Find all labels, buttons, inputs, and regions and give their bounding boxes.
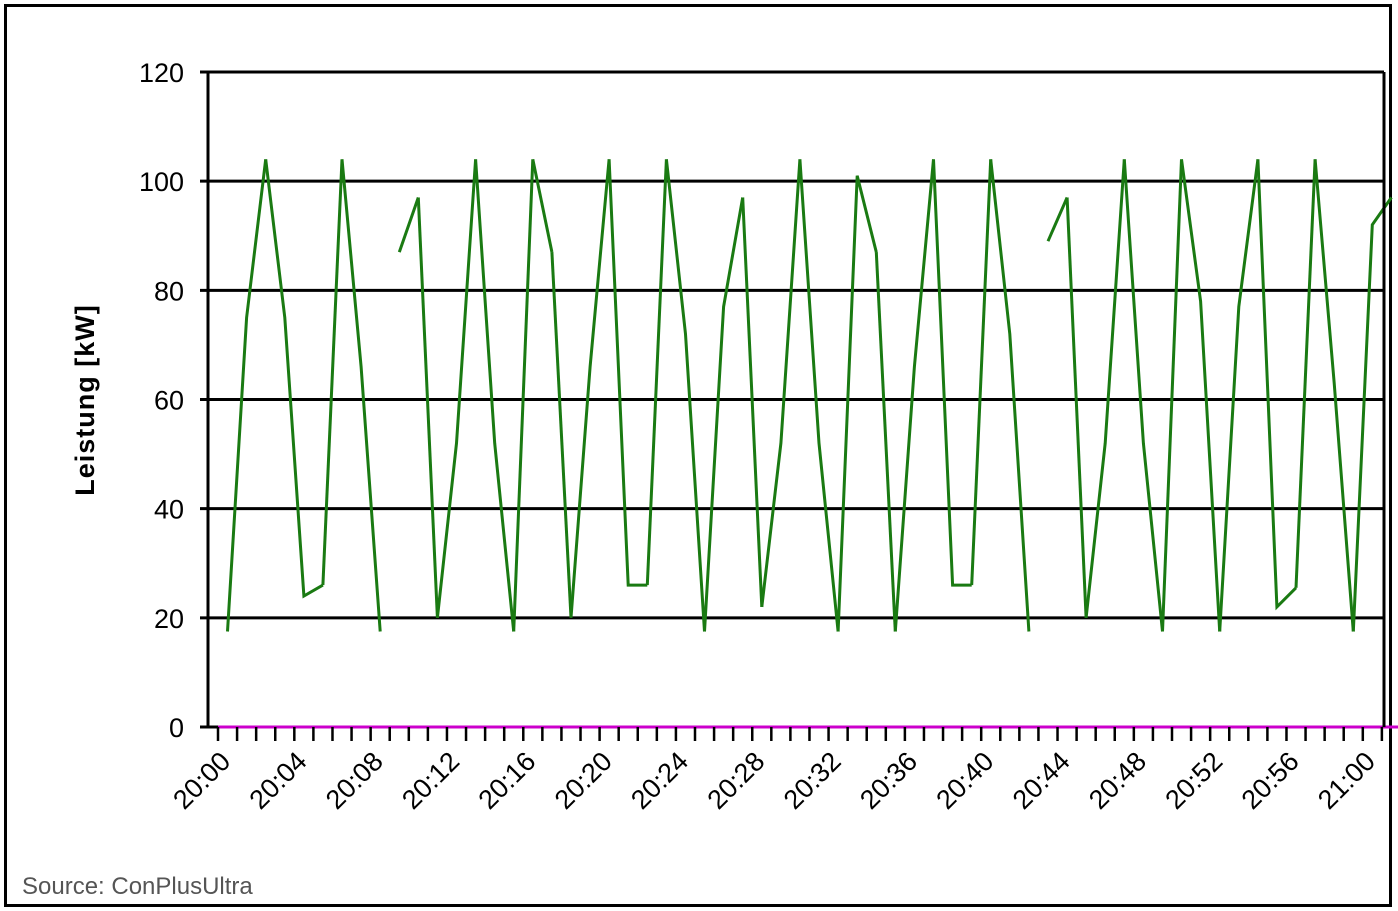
series-0-segment-3: [340, 159, 382, 632]
series-0-segment-31: [1218, 159, 1260, 632]
y-tick-label-120: 120: [139, 58, 184, 88]
series-0-segment-22: [932, 159, 972, 587]
x-tick-label-20:00: 20:00: [167, 746, 236, 815]
series-0-segment-4: [397, 197, 420, 253]
x-tick-label-20:36: 20:36: [854, 746, 923, 815]
x-tick-label-20:44: 20:44: [1007, 746, 1076, 815]
y-tick-labels: 0 20 40 60 80 100 120: [139, 58, 184, 743]
series-0-segment-13: [645, 159, 668, 586]
series-0-segment-26: [1065, 197, 1088, 618]
series-0-segment-23: [970, 159, 993, 586]
series-0-segment-20: [874, 252, 897, 632]
x-tick-label-20:12: 20:12: [396, 746, 465, 815]
x-tick-label-20:08: 20:08: [320, 746, 389, 815]
series-0-segment-14: [664, 159, 706, 632]
x-tick-label-20:20: 20:20: [549, 746, 618, 815]
y-axis-label: Leistung [kW]: [70, 304, 100, 495]
x-tick-label-20:28: 20:28: [701, 746, 770, 815]
series-0-segment-27: [1084, 159, 1126, 618]
series-0-segment-16: [741, 197, 764, 607]
series-0-segment-17: [760, 159, 802, 608]
series-0-segment-24: [989, 159, 1031, 632]
y-tick-label-80: 80: [154, 276, 184, 306]
x-tick-label-20:32: 20:32: [778, 746, 847, 815]
series-0-segment-18: [798, 159, 840, 632]
y-tick-label-100: 100: [139, 167, 184, 197]
series-0-segment-28: [1122, 159, 1164, 632]
series-0-segment-12: [607, 159, 648, 587]
series-lines: [218, 158, 1398, 729]
series-0-segment-25: [1046, 196, 1069, 242]
series-0-segment-19: [836, 175, 878, 632]
series-0-segment-11: [569, 159, 611, 618]
x-tick-label-20:48: 20:48: [1083, 746, 1152, 815]
axes: [206, 72, 1386, 741]
series-0-segment-2: [321, 159, 344, 586]
series-0-segment-6: [435, 159, 478, 618]
series-0-segment-9: [531, 158, 554, 253]
series-0-segment-32: [1256, 159, 1298, 611]
x-tick-label-20:04: 20:04: [244, 746, 313, 815]
series-0-segment-8: [512, 159, 535, 632]
series-0-segment-29: [1161, 159, 1183, 632]
x-tick-label-20:56: 20:56: [1236, 746, 1305, 815]
series-0-segment-10: [550, 252, 573, 618]
x-tick-label-21:00: 21:00: [1312, 746, 1381, 815]
series-0-segment-34: [1313, 159, 1355, 632]
series-0-segment-21: [893, 159, 935, 632]
series-0-segment-35: [1351, 196, 1393, 632]
source-note: Source: ConPlusUltra: [22, 873, 253, 900]
y-tick-label-20: 20: [154, 604, 184, 634]
x-tick-labels: 20:00 20:04 20:08 20:12 20:16 20:20 20:24 20:28…: [167, 746, 1381, 815]
x-tick-label-20:40: 20:40: [930, 746, 999, 815]
x-tick-label-20:52: 20:52: [1159, 746, 1228, 815]
series-0-segment-1: [264, 159, 324, 599]
y-tick-label-40: 40: [154, 495, 184, 525]
series-0-segment-5: [416, 197, 439, 618]
series-0-segment-30: [1180, 159, 1222, 632]
x-tick-label-20:24: 20:24: [625, 746, 694, 815]
chart-frame: [4, 4, 1392, 907]
y-tick-label-60: 60: [154, 386, 184, 416]
x-tick-label-20:16: 20:16: [473, 746, 542, 815]
series-0-segment-7: [474, 159, 516, 632]
series-0-segment-33: [1294, 159, 1317, 588]
y-tick-label-0: 0: [169, 713, 184, 743]
series-0-segment-15: [703, 197, 745, 632]
series-0-segment-0: [226, 159, 268, 632]
